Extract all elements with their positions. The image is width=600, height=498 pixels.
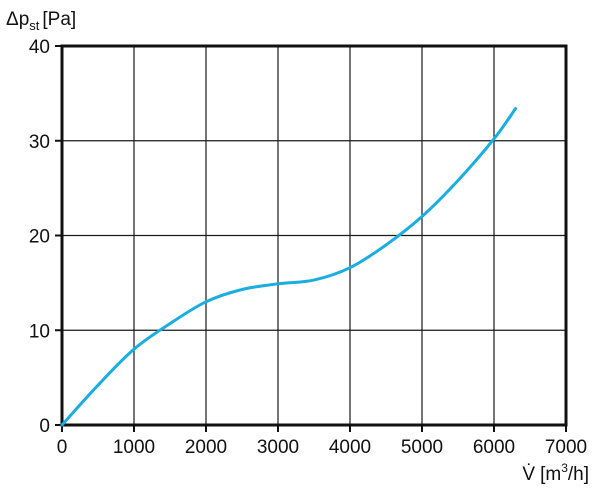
grid [62, 46, 566, 425]
x-tick-label: 0 [57, 437, 68, 458]
x-tick-label: 2000 [185, 437, 227, 458]
x-tick-label: 6000 [473, 437, 515, 458]
y-axis-title-symbol: Δp [6, 9, 29, 30]
x-axis-title: V̇ [m3/h] [522, 461, 589, 485]
x-axis-title-unit-sup: 3 [561, 461, 568, 475]
x-tick-label: 7000 [545, 437, 587, 458]
y-tick-label: 40 [29, 37, 50, 58]
y-tick-label: 30 [29, 132, 50, 153]
x-axis-title-unit-start: [m [540, 464, 561, 485]
x-tick-label: 4000 [329, 437, 371, 458]
x-tick-label: 1000 [113, 437, 155, 458]
x-tick-label: 5000 [401, 437, 443, 458]
y-axis-title-unit: [Pa] [42, 9, 76, 30]
y-tick-label: 0 [39, 416, 50, 437]
x-axis-title-unit-end: /h] [568, 464, 589, 485]
y-axis-title: Δpst [Pa] [6, 9, 76, 33]
y-tick-label: 20 [29, 227, 50, 248]
x-axis-ticks: 0 1000 2000 3000 4000 5000 6000 7000 [57, 425, 587, 458]
series-line [60, 107, 518, 427]
x-axis-title-symbol: V̇ [522, 464, 535, 485]
y-axis-title-subscript: st [29, 18, 40, 33]
y-tick-label: 10 [29, 321, 50, 342]
y-axis-ticks: 0 10 20 30 40 [29, 37, 62, 437]
x-tick-label: 3000 [257, 437, 299, 458]
